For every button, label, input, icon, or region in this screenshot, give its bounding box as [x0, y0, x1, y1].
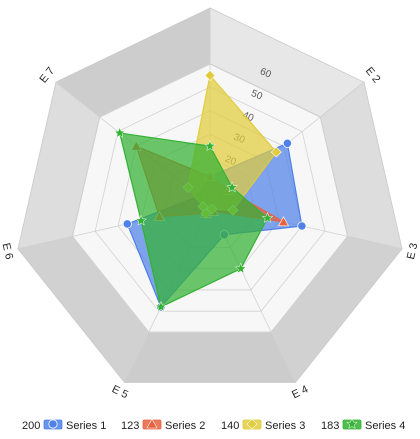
legend: 200 Series 1 123 Series 2 140 Series 3 183 Seri… — [22, 417, 405, 433]
category-label-e3: E 3 — [405, 242, 420, 261]
tick-label: 60 — [258, 66, 273, 81]
category-label-e1: E 1 — [202, 0, 219, 3]
series-4-point-e4 — [234, 262, 247, 274]
legend-label: Series 1 — [66, 420, 106, 432]
tick-label: 50 — [249, 88, 264, 103]
series-4 — [113, 126, 274, 312]
category-label-e4: E 4 — [290, 383, 310, 401]
legend-label: Series 2 — [165, 420, 205, 432]
legend-total: 200 — [22, 420, 40, 432]
legend-total: 183 — [321, 420, 339, 432]
grid-ring-60 — [71, 63, 349, 333]
series-4-point-e6 — [135, 214, 147, 226]
series-4-point-e3 — [261, 211, 274, 224]
series-1-point-e2 — [282, 138, 292, 148]
series-1-point-e6 — [122, 219, 132, 229]
series-2-point-e3 — [277, 216, 290, 227]
legend-item-series-1[interactable]: 200 Series 1 — [22, 419, 106, 432]
legend-item-series-2[interactable]: 123 Series 2 — [121, 418, 205, 432]
category-label-e7: E 7 — [37, 65, 57, 85]
series-4-point-e2 — [226, 181, 238, 193]
series-1-point-e3 — [297, 221, 307, 231]
grid-ring-50 — [94, 86, 326, 312]
legend-diamond-marker — [246, 418, 258, 430]
legend-label: Series 4 — [365, 420, 405, 432]
legend-star-marker — [346, 417, 358, 429]
legend-total: 123 — [121, 420, 139, 432]
series-4-point-e1 — [204, 139, 216, 152]
legend-triangle-marker — [146, 418, 158, 429]
series-3-point-e2 — [270, 146, 282, 158]
legend-circle-marker — [48, 419, 58, 429]
legend-item-series-4[interactable]: 183 Series 4 — [321, 417, 405, 433]
legend-item-series-3[interactable]: 140 Series 3 — [221, 418, 305, 432]
series-3-point-e1 — [204, 69, 216, 81]
series-4-area — [119, 132, 269, 308]
category-label-e6: E 6 — [0, 242, 15, 261]
series-4-point-e7 — [113, 126, 126, 138]
legend-label: Series 3 — [265, 420, 305, 432]
series-4-point-e5 — [155, 300, 167, 312]
category-label-e2: E 2 — [363, 65, 383, 85]
category-label-e5: E 5 — [110, 383, 130, 401]
legend-total: 140 — [221, 420, 239, 432]
series-area-group — [113, 69, 307, 312]
radar-wall-4 — [123, 331, 297, 383]
